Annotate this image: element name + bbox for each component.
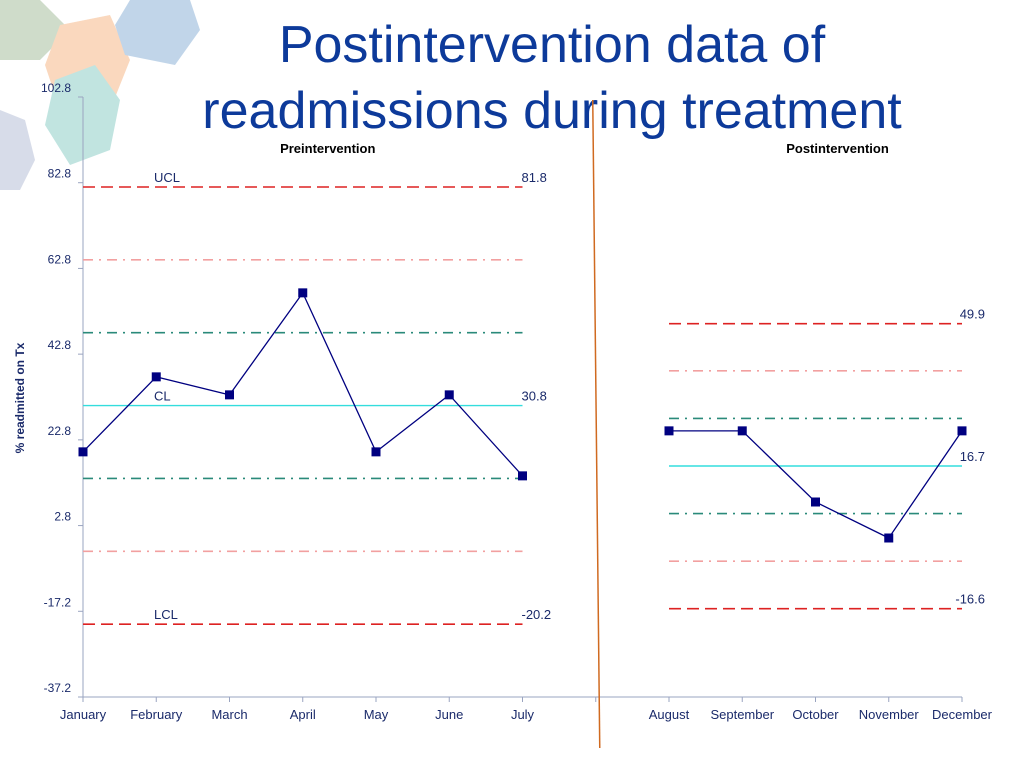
y-tick-label: 22.8 [48,424,72,438]
decoration [0,0,200,190]
limit-value: 49.9 [960,307,985,322]
x-tick-label: January [60,707,107,722]
y-tick-label: 102.8 [41,81,71,95]
y-tick-label: -37.2 [44,681,72,695]
data-point [737,426,747,436]
x-tick-label: November [859,707,920,722]
data-point [884,533,894,543]
x-tick-label: February [130,707,183,722]
limit-name: UCL [154,170,180,185]
chart-title: readmissions during treatment [202,82,902,140]
x-tick-label: October [792,707,839,722]
x-tick-label: June [435,707,463,722]
x-tick-label: May [364,707,389,722]
data-point [151,372,161,382]
data-line [82,291,523,477]
x-tick-label: March [211,707,247,722]
x-tick-label: December [932,707,993,722]
y-tick-label: 62.8 [48,252,72,266]
x-tick-label: September [710,707,774,722]
data-point [518,471,527,481]
x-tick-label: August [649,707,690,722]
data-point [371,447,381,457]
y-axis-label: % readmitted on Tx [13,342,27,453]
limit-value: -20.2 [522,607,552,622]
phase-title: Postintervention [786,141,889,156]
data-point [225,390,234,400]
phase-title: Preintervention [280,141,375,156]
y-tick-label: 82.8 [48,167,72,181]
y-tick-label: -17.2 [44,595,72,609]
y-tick-label: 42.8 [48,338,72,352]
phase-divider [592,99,601,749]
limit-value: 30.8 [522,389,547,404]
x-tick-label: April [290,707,316,722]
hexagon [115,0,200,65]
limit-name: CL [154,389,171,404]
hexagon [0,110,35,190]
chart-title: Postintervention data of [279,16,826,74]
data-point [811,497,820,507]
data-point [298,288,308,298]
data-line [669,430,963,539]
data-point [664,426,674,436]
x-tick-label: July [511,707,535,722]
data-point [957,426,967,436]
limit-value: 81.8 [522,170,547,185]
limit-name: LCL [154,607,178,622]
limit-value: -16.6 [955,592,985,607]
y-tick-label: 2.8 [54,510,71,524]
limit-value: 16.7 [960,449,985,464]
data-point [444,390,454,400]
data-point [78,447,88,457]
